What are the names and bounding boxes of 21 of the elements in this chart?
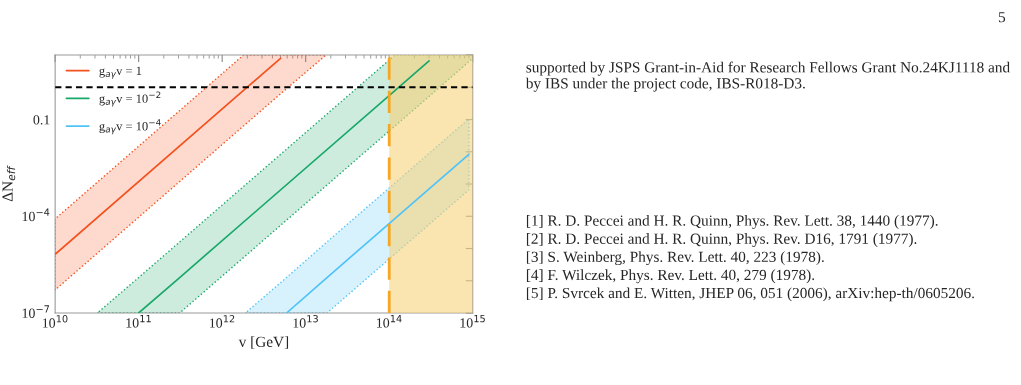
text: [1] R. D. Peccei and H. R. Quinn, Phys. Rev. Lett. 38, 1440 (1977). bbox=[526, 215, 938, 229]
text: [5] P. Svrcek and E. Witten, JHEP 06, 051 (2006), arXiv:hep-th/0605206. bbox=[526, 287, 974, 302]
text: [2] R. D. Peccei and H. R. Quinn, Phys. Rev. D16, 1791 (1977). bbox=[526, 233, 917, 247]
legend-label: g$_{aγ}$v = 10$^{−4}$ bbox=[99, 119, 161, 135]
text: [3] S. Weinberg, Phys. Rev. Lett. 40, 223 (1978). bbox=[526, 251, 824, 266]
x-tick-label: 10$^{15}$ bbox=[460, 315, 485, 328]
x-tick-label: 10$^{11}$ bbox=[126, 315, 151, 328]
legend-label: g$_{aγ}$v = 1 bbox=[99, 66, 142, 79]
y-tick-label: 10$^{−7}$ bbox=[22, 305, 50, 318]
y-axis-title: ΔN$_{eff}$ bbox=[2, 165, 16, 202]
x-tick-label: 10$^{13}$ bbox=[293, 315, 318, 328]
text: [4] F. Wilczek, Phys. Rev. Lett. 40, 279 (1978). bbox=[526, 269, 815, 284]
legend-label: g$_{aγ}$v = 10$^{−2}$ bbox=[99, 91, 161, 107]
text: 5 bbox=[998, 12, 1006, 23]
y-tick-label: 0.1 bbox=[33, 115, 50, 125]
y-tick-label: 10$^{−4}$ bbox=[22, 208, 50, 222]
x-tick-label: 10$^{14}$ bbox=[377, 315, 402, 328]
x-tick-label: 10$^{10}$ bbox=[42, 315, 68, 328]
x-tick-label: 10$^{12}$ bbox=[209, 315, 235, 328]
text: supported by JSPS Grant-in-Aid for Research Fellows Grant No.24KJ1118 and by IBS under the project code, IBS-R018-D3. bbox=[525, 61, 1010, 92]
x-axis-title: v [GeV] bbox=[238, 336, 289, 349]
